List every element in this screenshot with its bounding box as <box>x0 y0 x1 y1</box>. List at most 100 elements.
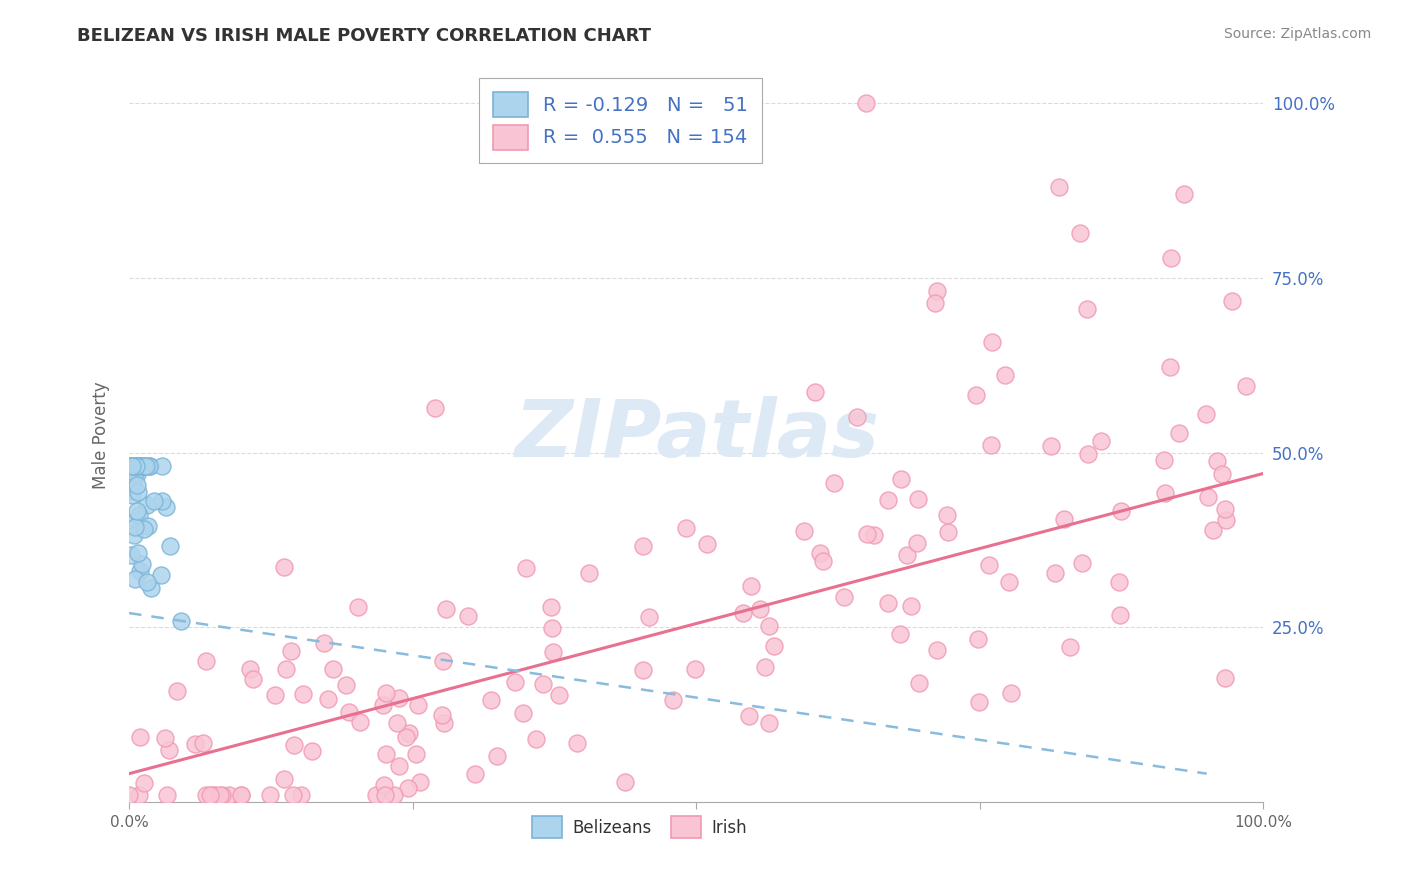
Point <box>1053 512 1076 526</box>
Point <box>994 368 1017 382</box>
Point <box>1160 252 1182 266</box>
Point <box>925 643 948 657</box>
Point <box>121 477 143 491</box>
Point <box>423 401 446 415</box>
Point <box>312 636 335 650</box>
Point <box>290 788 312 802</box>
Point <box>763 639 786 653</box>
Point <box>541 621 564 635</box>
Point <box>733 606 755 620</box>
Point <box>905 536 928 550</box>
Point <box>122 459 145 474</box>
Point <box>395 730 418 744</box>
Point <box>758 715 780 730</box>
Point <box>388 758 411 772</box>
Point <box>127 459 149 474</box>
Point <box>120 483 142 498</box>
Point <box>198 788 221 802</box>
Point <box>925 284 948 298</box>
Point <box>398 726 420 740</box>
Point <box>200 788 222 802</box>
Point <box>877 493 900 508</box>
Point <box>120 459 142 474</box>
Point <box>366 788 388 802</box>
Point <box>138 459 160 474</box>
Point <box>1069 226 1091 240</box>
Point <box>157 743 180 757</box>
Point <box>1047 180 1070 194</box>
Point <box>1045 566 1067 581</box>
Point <box>876 596 898 610</box>
Point <box>1213 671 1236 685</box>
Point <box>890 472 912 486</box>
Point <box>132 776 155 790</box>
Legend: Belizeans, Irish: Belizeans, Irish <box>526 810 754 845</box>
Point <box>136 519 159 533</box>
Point <box>578 566 600 581</box>
Point <box>749 601 772 615</box>
Point <box>335 678 357 692</box>
Point <box>1215 513 1237 527</box>
Point <box>754 660 776 674</box>
Point <box>1202 523 1225 537</box>
Point <box>273 559 295 574</box>
Point <box>758 618 780 632</box>
Point <box>156 788 179 802</box>
Point <box>273 772 295 786</box>
Point <box>1109 607 1132 622</box>
Point <box>980 334 1002 349</box>
Point <box>195 788 218 802</box>
Point <box>138 459 160 474</box>
Point <box>150 568 173 582</box>
Point <box>301 744 323 758</box>
Point <box>1059 640 1081 655</box>
Point <box>120 462 142 476</box>
Point <box>136 574 159 589</box>
Point <box>1173 187 1195 202</box>
Point <box>135 498 157 512</box>
Point <box>631 663 654 677</box>
Point <box>150 459 173 474</box>
Point <box>166 683 188 698</box>
Point <box>141 581 163 595</box>
Point <box>127 459 149 474</box>
Point <box>134 459 156 474</box>
Point <box>120 548 142 562</box>
Point <box>121 459 143 474</box>
Point <box>131 557 153 571</box>
Point <box>432 707 454 722</box>
Point <box>740 579 762 593</box>
Point <box>804 385 827 400</box>
Point <box>1040 439 1063 453</box>
Point <box>548 688 571 702</box>
Point <box>118 788 141 802</box>
Point <box>125 467 148 482</box>
Point <box>936 525 959 540</box>
Point <box>997 575 1019 590</box>
Point <box>125 459 148 474</box>
Point <box>127 459 149 474</box>
Point <box>274 662 297 676</box>
Point <box>907 491 929 506</box>
Point <box>132 459 155 474</box>
Point <box>229 788 252 802</box>
Point <box>808 546 831 560</box>
Point <box>194 654 217 668</box>
Point <box>134 522 156 536</box>
Point <box>122 459 145 474</box>
Point <box>924 296 946 310</box>
Point <box>1077 448 1099 462</box>
Point <box>515 560 537 574</box>
Point <box>1154 486 1177 500</box>
Point <box>434 602 457 616</box>
Point <box>121 459 143 474</box>
Point <box>159 539 181 553</box>
Point <box>191 736 214 750</box>
Point <box>135 459 157 474</box>
Y-axis label: Male Poverty: Male Poverty <box>93 381 110 489</box>
Point <box>1000 685 1022 699</box>
Point <box>862 527 884 541</box>
Point <box>1197 490 1219 504</box>
Point <box>218 788 240 802</box>
Point <box>264 688 287 702</box>
